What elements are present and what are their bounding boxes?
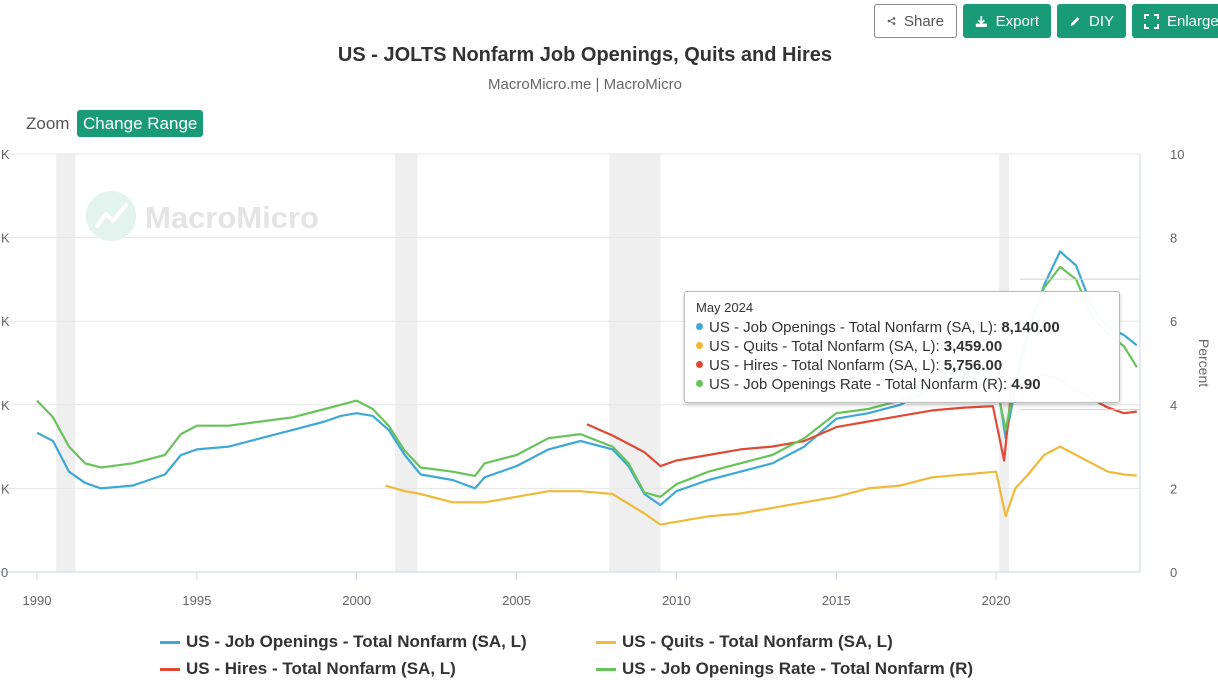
change-range-button[interactable]: Change Range [77,110,204,137]
legend-swatch [596,640,616,644]
chart-tooltip: May 2024 US - Job Openings - Total Nonfa… [684,291,1120,403]
tooltip-row: US - Hires - Total Nonfarm (SA, L): 5,75… [696,356,1108,375]
legend-label: US - Job Openings Rate - Total Nonfarm (… [622,659,974,678]
tooltip-series-name: US - Hires - Total Nonfarm (SA, L): [709,357,944,374]
tooltip-series-value: 4.90 [1011,376,1041,393]
x-tick-label: 2010 [662,593,691,608]
x-tick-label: 1990 [23,593,52,608]
enlarge-label: Enlarge [1167,12,1218,30]
x-tick-label: 2005 [502,593,531,608]
share-button[interactable]: Share [874,4,957,38]
legend-item-job-openings[interactable]: US - Job Openings - Total Nonfarm (SA, L… [160,632,527,652]
legend-swatch [160,640,180,644]
export-label: Export [995,12,1039,30]
tooltip-series-value: 3,459.00 [943,338,1003,355]
share-icon [887,17,896,25]
tooltip-dot [696,341,703,349]
export-button[interactable]: Export [963,4,1051,38]
tooltip-series-value: 8,140.00 [1001,319,1060,336]
x-tick-label: 2015 [822,593,851,608]
diy-label: DIY [1088,12,1114,30]
x-tick-label: 2020 [982,593,1011,608]
tooltip-series-value: 5,756.00 [943,357,1003,374]
tooltip-row: US - Job Openings Rate - Total Nonfarm (… [696,375,1108,394]
legend-swatch [160,667,180,671]
right-tick-label: 4 [1170,398,1177,413]
tooltip-dot [696,360,703,368]
watermark-logo-icon [86,191,136,241]
left-tick-label: K [1,481,10,496]
chart-subtitle: MacroMicro.me | MacroMicro [488,76,682,93]
left-tick-label: 0 [1,565,8,580]
share-label: Share [903,12,944,30]
watermark-text: MacroMicro [145,200,319,235]
watermark: MacroMicro [86,191,319,241]
recession-band [395,154,418,572]
right-tick-label: 8 [1170,231,1177,246]
pencil-icon [1070,16,1080,26]
series-job-openings [36,250,1138,507]
legend-item-hires[interactable]: US - Hires - Total Nonfarm (SA, L) [160,659,456,679]
x-tick-label: 1995 [182,593,211,608]
legend-label: US - Quits - Total Nonfarm (SA, L) [622,632,893,651]
left-tick-label: K [1,314,10,329]
right-tick-label: 10 [1170,147,1184,162]
right-axis-label-group: Percent [1196,339,1212,387]
enlarge-button[interactable]: Enlarge [1132,4,1218,38]
tooltip-rows: US - Job Openings - Total Nonfarm (SA, L… [696,318,1108,394]
legend-label: US - Hires - Total Nonfarm (SA, L) [186,659,456,678]
recession-band [609,154,661,572]
tooltip-dot [696,322,703,330]
tooltip-date: May 2024 [696,300,754,315]
tooltip-series-name: US - Job Openings - Total Nonfarm (SA, L… [709,319,1002,336]
diy-button[interactable]: DIY [1057,4,1126,38]
tooltip-row: US - Quits - Total Nonfarm (SA, L): 3,45… [696,337,1108,356]
right-tick-label: 2 [1170,481,1177,496]
right-tick-label: 6 [1170,314,1177,329]
left-tick-label: K [1,147,10,162]
left-tick-label: K [1,398,10,413]
expand-icon [1144,13,1159,29]
legend-swatch [596,667,616,671]
legend-item-job-openings-rate[interactable]: US - Job Openings Rate - Total Nonfarm (… [596,659,973,679]
tooltip-guides [1020,278,1140,411]
tooltip-row: US - Job Openings - Total Nonfarm (SA, L… [696,318,1108,337]
legend-item-quits[interactable]: US - Quits - Total Nonfarm (SA, L) [596,632,893,652]
tooltip-dot [696,379,703,387]
right-axis-title: Percent [1196,339,1212,387]
series-quits [385,445,1137,526]
zoom-label: Zoom [26,114,70,133]
chart-title: US - JOLTS Nonfarm Job Openings, Quits a… [337,44,833,66]
legend-label: US - Job Openings - Total Nonfarm (SA, L… [186,632,527,651]
tooltip-series-name: US - Job Openings Rate - Total Nonfarm (… [709,376,1012,393]
left-tick-label: K [1,231,10,246]
axes: 1990 1995 2000 2005 2010 2015 2020 0 K K K K K 0 2 4 6 8 1… [1,147,1184,608]
x-tick-label: 2000 [342,593,371,608]
tooltip-series-name: US - Quits - Total Nonfarm (SA, L): [709,338,944,355]
right-tick-label: 0 [1170,565,1177,580]
watermark-chart-icon [95,203,128,228]
download-icon [975,15,987,27]
recession-band [56,154,76,572]
